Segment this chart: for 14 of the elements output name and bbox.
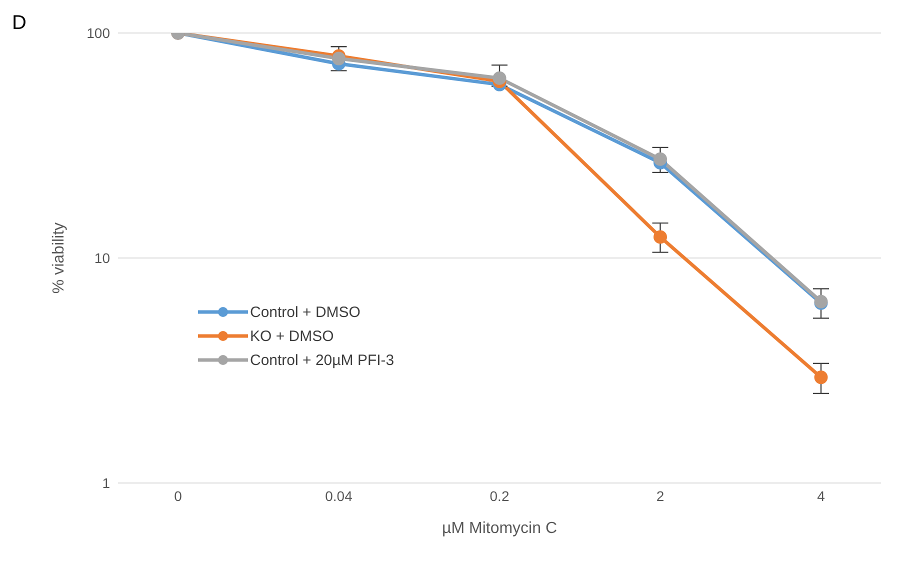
y-tick-label: 100 bbox=[86, 24, 110, 41]
y-tick-label: 10 bbox=[94, 250, 110, 266]
y-axis-title: % viability bbox=[50, 222, 68, 294]
legend-label: KO + DMSO bbox=[250, 328, 334, 344]
x-tick-label: 2 bbox=[656, 488, 664, 504]
x-tick-label: 0.04 bbox=[325, 488, 353, 504]
legend-label: Control + DMSO bbox=[250, 304, 360, 320]
x-axis-title: µM Mitomycin C bbox=[442, 520, 557, 537]
text: D bbox=[12, 12, 26, 35]
x-tick-label: 0 bbox=[174, 488, 182, 504]
y-tick-label: 1 bbox=[102, 474, 110, 491]
legend-label: Control + 20µM PFI-3 bbox=[250, 352, 394, 368]
x-tick-label: 4 bbox=[817, 488, 826, 504]
x-tick-label: 0.2 bbox=[490, 488, 510, 504]
